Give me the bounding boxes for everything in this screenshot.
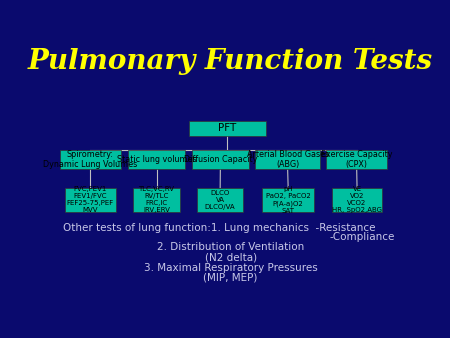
FancyBboxPatch shape — [256, 150, 320, 169]
Text: -Compliance: -Compliance — [329, 232, 395, 242]
FancyBboxPatch shape — [189, 121, 266, 136]
FancyBboxPatch shape — [262, 188, 314, 212]
FancyBboxPatch shape — [133, 188, 180, 212]
Text: Static lung volumes: Static lung volumes — [117, 155, 196, 164]
Text: Diffusion Capacity: Diffusion Capacity — [184, 155, 257, 164]
Text: VE
VO2
VCO2
HR, SpO2,ABG: VE VO2 VCO2 HR, SpO2,ABG — [332, 187, 382, 214]
Text: Pulmonary Function Tests: Pulmonary Function Tests — [28, 48, 433, 75]
Text: Other tests of lung function:1. Lung mechanics  -Resistance: Other tests of lung function:1. Lung mec… — [63, 223, 376, 233]
FancyBboxPatch shape — [65, 188, 116, 212]
Text: PFT: PFT — [218, 123, 236, 134]
FancyBboxPatch shape — [128, 150, 185, 169]
Text: Spirometry:
Dynamic Lung Volumes: Spirometry: Dynamic Lung Volumes — [43, 150, 137, 169]
Text: (MIP, MEP): (MIP, MEP) — [203, 272, 258, 282]
FancyBboxPatch shape — [60, 150, 121, 169]
FancyBboxPatch shape — [198, 188, 243, 212]
Text: Exercise Capacity
(CPX): Exercise Capacity (CPX) — [321, 150, 392, 169]
Text: pH
PaO2, PaCO2
P(A-a)O2
SAT: pH PaO2, PaCO2 P(A-a)O2 SAT — [266, 186, 310, 214]
Text: TLC,VC,RV
RV/TLC
FRC,IC
IRV,ERV: TLC,VC,RV RV/TLC FRC,IC IRV,ERV — [139, 187, 175, 214]
FancyBboxPatch shape — [332, 188, 382, 212]
Text: 2. Distribution of Ventilation: 2. Distribution of Ventilation — [157, 242, 304, 252]
FancyBboxPatch shape — [326, 150, 387, 169]
Text: Arterial Blood Gases
(ABG): Arterial Blood Gases (ABG) — [247, 150, 329, 169]
Text: FVC,FEV1
FEV1/FVC
FEF25-75,PEF
MVV: FVC,FEV1 FEV1/FVC FEF25-75,PEF MVV — [67, 187, 114, 214]
Text: DLCO
VA
DLCO/VA: DLCO VA DLCO/VA — [205, 190, 235, 210]
Text: 3. Maximal Respiratory Pressures: 3. Maximal Respiratory Pressures — [144, 263, 318, 272]
Text: (N2 delta): (N2 delta) — [205, 252, 256, 262]
FancyBboxPatch shape — [192, 150, 249, 169]
